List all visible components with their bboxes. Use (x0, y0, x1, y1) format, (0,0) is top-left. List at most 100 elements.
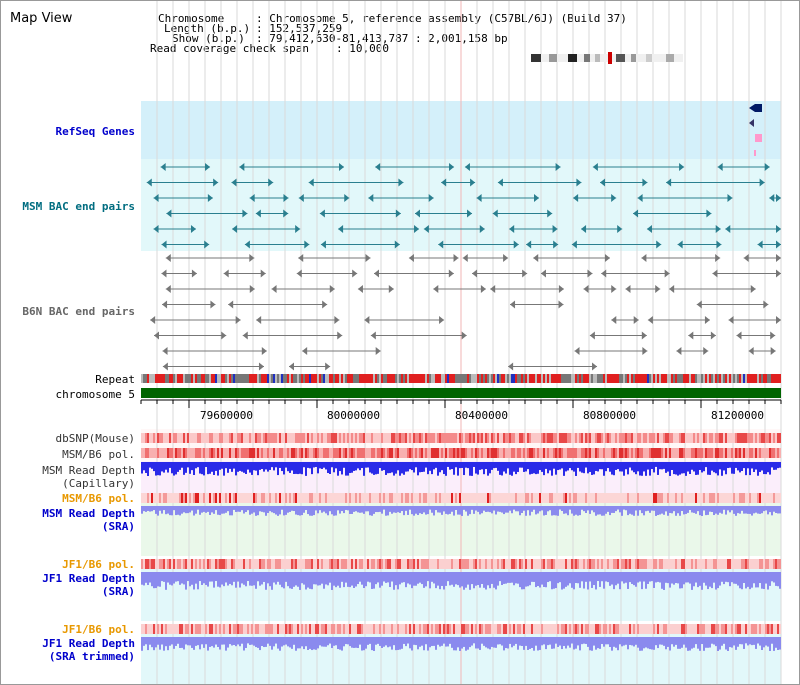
jf1-b6-pol2-heat-cell (419, 624, 421, 634)
jf1-sra-depth-bar (151, 572, 153, 587)
repeat-segment (569, 374, 571, 383)
msm-b6-pol2-heat-cell (411, 493, 413, 503)
b6n-bac-end (249, 285, 255, 293)
msm-b6-pol-heat-cell (363, 448, 365, 458)
msm-capillary-depth-bar (405, 462, 407, 472)
jf1-b6-pol2-heat-cell (565, 624, 567, 634)
jf1-sra-depth-bar (405, 572, 407, 588)
jf1-sra-depth-bar (475, 572, 477, 586)
repeat-segment (771, 374, 773, 383)
msm-b6-pol-heat-cell (705, 448, 707, 458)
dbsnp-heat-cell (513, 433, 515, 443)
jf1-b6-pol-heat-cell (145, 559, 147, 569)
jf1-b6-pol-heat-cell (193, 559, 195, 569)
repeat-segment (541, 374, 543, 383)
jf1-b6-pol2-heat-cell (391, 624, 393, 634)
jf1-trim-depth-bar (775, 637, 777, 648)
msm-b6-pol-heat-cell (603, 448, 605, 458)
msm-b6-pol2-heat-cell (597, 493, 599, 503)
repeat-segment (713, 374, 715, 383)
jf1-sra-depth-bar (399, 572, 401, 585)
jf1-b6-pol2-heat-cell (723, 624, 725, 634)
repeat-segment (559, 374, 561, 383)
repeat-segment (567, 374, 569, 383)
jf1-trim-depth-bar (427, 637, 429, 651)
jf1-sra-depth-bar (739, 572, 741, 589)
jf1-trim-depth-bar (157, 637, 159, 645)
msm-b6-pol2-heat-cell (713, 493, 715, 503)
repeat-segment (499, 374, 501, 383)
jf1-b6-pol-heat-cell (247, 559, 249, 569)
msm-b6-pol-heat-cell (191, 448, 193, 458)
dbsnp-heat-cell (553, 433, 555, 443)
jf1-trim-depth-bar (689, 637, 691, 651)
jf1-b6-pol-heat-cell (365, 559, 367, 569)
jf1-b6-pol2-heat-cell (367, 624, 369, 634)
dbsnp-heat-cell (261, 433, 263, 443)
jf1-b6-pol2-heat-cell (521, 624, 523, 634)
jf1-sra-depth-bar (227, 572, 229, 586)
msm-capillary-depth-bar (247, 462, 249, 470)
jf1-b6-pol2-heat-cell (773, 624, 775, 634)
msm-capillary-depth-bar (255, 462, 257, 471)
jf1-b6-pol-heat-cell (343, 559, 345, 569)
msm-sra-depth-bar (627, 506, 629, 516)
msm-b6-pol-heat-cell (657, 448, 659, 458)
msm-bac-end (617, 225, 623, 233)
b6n-bac-end (352, 269, 358, 278)
repeat-segment (473, 374, 475, 383)
b6n-bac-end (736, 331, 742, 340)
jf1-sra-depth-bar (421, 572, 423, 585)
jf1-b6-pol2-heat-cell (427, 624, 429, 634)
msm-sra-depth-bar (659, 506, 661, 515)
msm-b6-pol-heat-cell (319, 448, 321, 458)
msm-sra-depth-bar (329, 506, 331, 512)
jf1-trim-depth-bar (649, 637, 651, 650)
msm-sra-depth-bar (687, 506, 689, 513)
track-label-refseq[interactable]: RefSeq Genes (55, 125, 135, 138)
track-label-msm-bac[interactable]: MSM BAC end pairs (22, 200, 135, 213)
msm-capillary-depth-bar (591, 462, 593, 475)
jf1-sra-depth-bar (471, 572, 473, 585)
msm-b6-pol2-heat-cell (703, 493, 705, 503)
dbsnp-heat-cell (681, 433, 683, 443)
msm-sra-depth-bar (305, 506, 307, 511)
msm-capillary-depth-bar (689, 462, 691, 475)
jf1-b6-pol2-heat-cell (491, 624, 493, 634)
jf1-trim-depth-bar (631, 637, 633, 646)
jf1-b6-pol-heat-cell (497, 559, 499, 569)
msm-sra-depth-bar (669, 506, 671, 513)
dbsnp-heat-cell (523, 433, 525, 443)
dbsnp-heat-cell (343, 433, 345, 443)
dbsnp-heat-cell (649, 433, 651, 443)
repeat-segment (293, 374, 295, 383)
msm-b6-pol2-heat-cell (179, 493, 181, 503)
jf1-b6-pol-heat-cell (339, 559, 341, 569)
dbsnp-heat-cell (693, 433, 695, 443)
msm-capillary-depth-bar (331, 462, 333, 468)
repeat-segment (313, 374, 315, 383)
msm-b6-pol2-heat-cell (611, 493, 613, 503)
msm-sra-depth-bar (265, 506, 267, 516)
msm-bac-end (283, 194, 289, 202)
msm-b6-pol2-heat-cell (719, 493, 721, 503)
jf1-b6-pol-heat-cell (713, 559, 715, 569)
dbsnp-heat-cell (359, 433, 361, 443)
msm-b6-pol-heat-cell (725, 448, 727, 458)
repeat-segment (365, 374, 367, 383)
jf1-b6-pol-heat-cell (531, 559, 533, 569)
msm-capillary-depth-bar (145, 462, 147, 473)
dbsnp-heat-cell (699, 433, 701, 443)
jf1-b6-pol2-heat-cell (261, 624, 263, 634)
jf1-sra-depth-bar (593, 572, 595, 586)
repeat-segment (337, 374, 339, 383)
msm-b6-pol2-heat-cell (437, 493, 439, 503)
coverage-span-value: : 10,000 (336, 42, 389, 55)
jf1-trim-depth-bar (515, 637, 517, 644)
jf1-b6-pol2-heat-cell (639, 624, 641, 634)
dbsnp-heat-cell (683, 433, 685, 443)
track-label-b6n-bac[interactable]: B6N BAC end pairs (22, 305, 135, 318)
jf1-trim-depth-bar (343, 637, 345, 647)
jf1-b6-pol2-heat-cell (433, 624, 435, 634)
